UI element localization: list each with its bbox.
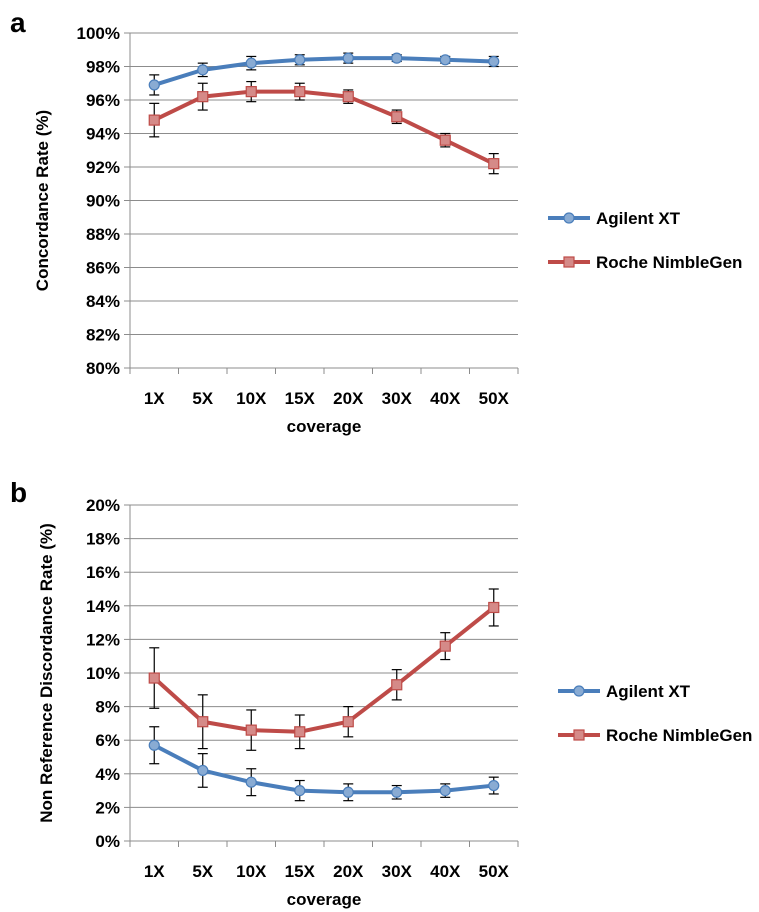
legend-label: Roche NimbleGen (596, 253, 742, 272)
x-tick-label: 1X (144, 389, 165, 408)
data-point (439, 784, 451, 797)
legend-swatch-marker (573, 685, 585, 697)
legend-swatch-marker (573, 729, 585, 741)
x-tick-label: 5X (192, 389, 213, 408)
y-tick-label: 90% (86, 192, 120, 211)
chart-a: 80% 82% 84% 86% 88% 90% 92% 94% 96% 98% 100% 1X 5X 10… (33, 24, 742, 436)
panel-label-a: a (10, 7, 26, 38)
y-tick-label: 2% (95, 798, 120, 817)
y-tick-label: 12% (86, 630, 120, 649)
x-tick-label: 10X (236, 389, 267, 408)
data-point (488, 55, 500, 68)
data-point (488, 779, 500, 792)
y-tick-label: 98% (86, 58, 120, 77)
data-point (391, 786, 403, 798)
data-point (148, 739, 160, 751)
y-tick-label: 0% (95, 832, 120, 851)
data-point (294, 86, 306, 98)
x-tick-label: 15X (285, 389, 316, 408)
x-tick-label: 20X (333, 862, 364, 881)
x-tick-label: 5X (192, 862, 213, 881)
y-tick-label: 96% (86, 91, 120, 110)
data-point (439, 54, 451, 66)
panel-label-b: b (10, 477, 27, 508)
y-tick-label: 4% (95, 765, 120, 784)
legend-swatch-marker (563, 256, 575, 268)
legend-label: Agilent XT (606, 682, 691, 701)
y-tick-label: 94% (86, 125, 120, 144)
x-tick-label: 50X (479, 862, 510, 881)
legend-swatch-marker (563, 212, 575, 224)
y-tick-label: 14% (86, 597, 120, 616)
data-point (197, 91, 209, 103)
y-tick-label: 10% (86, 664, 120, 683)
data-point (148, 672, 160, 684)
x-tick-label: 10X (236, 862, 267, 881)
series-line-roche-nimblegen (153, 89, 495, 166)
y-tick-label: 88% (86, 225, 120, 244)
chart-b: 0% 2% 4% 6% 8% 10% 12% 14% 16% 18% 20% 1X 5X 10X 15X 20… (37, 496, 752, 909)
y-tick-label: 20% (86, 496, 120, 515)
y-tick-label: 100% (77, 24, 120, 43)
data-point (294, 784, 306, 797)
y-tick-label: 8% (95, 698, 120, 717)
y-tick-label: 6% (95, 731, 120, 750)
data-point (342, 91, 354, 103)
data-point (197, 716, 209, 728)
data-point (439, 134, 451, 146)
x-tick-label: 20X (333, 389, 364, 408)
data-point (391, 111, 403, 123)
x-tick-label: 30X (382, 862, 413, 881)
y-tick-label: 80% (86, 359, 120, 378)
y-axis-title: Concordance Rate (%) (33, 110, 52, 291)
data-point (148, 79, 160, 91)
series-line-roche-nimblegen (152, 605, 495, 734)
y-tick-label: 84% (86, 292, 120, 311)
data-point (342, 716, 354, 728)
data-point (488, 158, 500, 170)
y-axis-title: Non Reference Discordance Rate (%) (37, 523, 56, 822)
data-point (488, 601, 500, 614)
data-point (294, 726, 306, 738)
x-tick-label: 40X (430, 389, 461, 408)
x-tick-label: 15X (285, 862, 316, 881)
data-point (245, 86, 257, 98)
x-tick-label: 1X (144, 862, 165, 881)
data-point (294, 54, 306, 66)
y-tick-label: 16% (86, 563, 120, 582)
data-point (342, 786, 354, 798)
x-tick-label: 30X (382, 389, 413, 408)
series-line-agilent-xt (153, 743, 494, 795)
y-tick-label: 82% (86, 326, 120, 345)
legend-label: Roche NimbleGen (606, 726, 752, 745)
data-point (391, 52, 403, 64)
x-tick-label: 50X (479, 389, 510, 408)
series-line-agilent-xt (153, 56, 494, 87)
legend-label: Agilent XT (596, 209, 681, 228)
y-tick-label: 86% (86, 259, 120, 278)
x-tick-label: 40X (430, 862, 461, 881)
data-point (245, 724, 257, 736)
x-axis-title: coverage (287, 890, 362, 909)
x-axis-title: coverage (287, 417, 362, 436)
y-tick-label: 92% (86, 158, 120, 177)
data-point (197, 64, 209, 76)
data-point (391, 679, 403, 691)
y-tick-label: 18% (86, 530, 120, 549)
data-point (439, 640, 451, 652)
data-point (197, 764, 209, 777)
data-point (342, 52, 354, 64)
data-point (148, 114, 160, 126)
data-point (245, 776, 257, 788)
data-point (245, 57, 257, 69)
